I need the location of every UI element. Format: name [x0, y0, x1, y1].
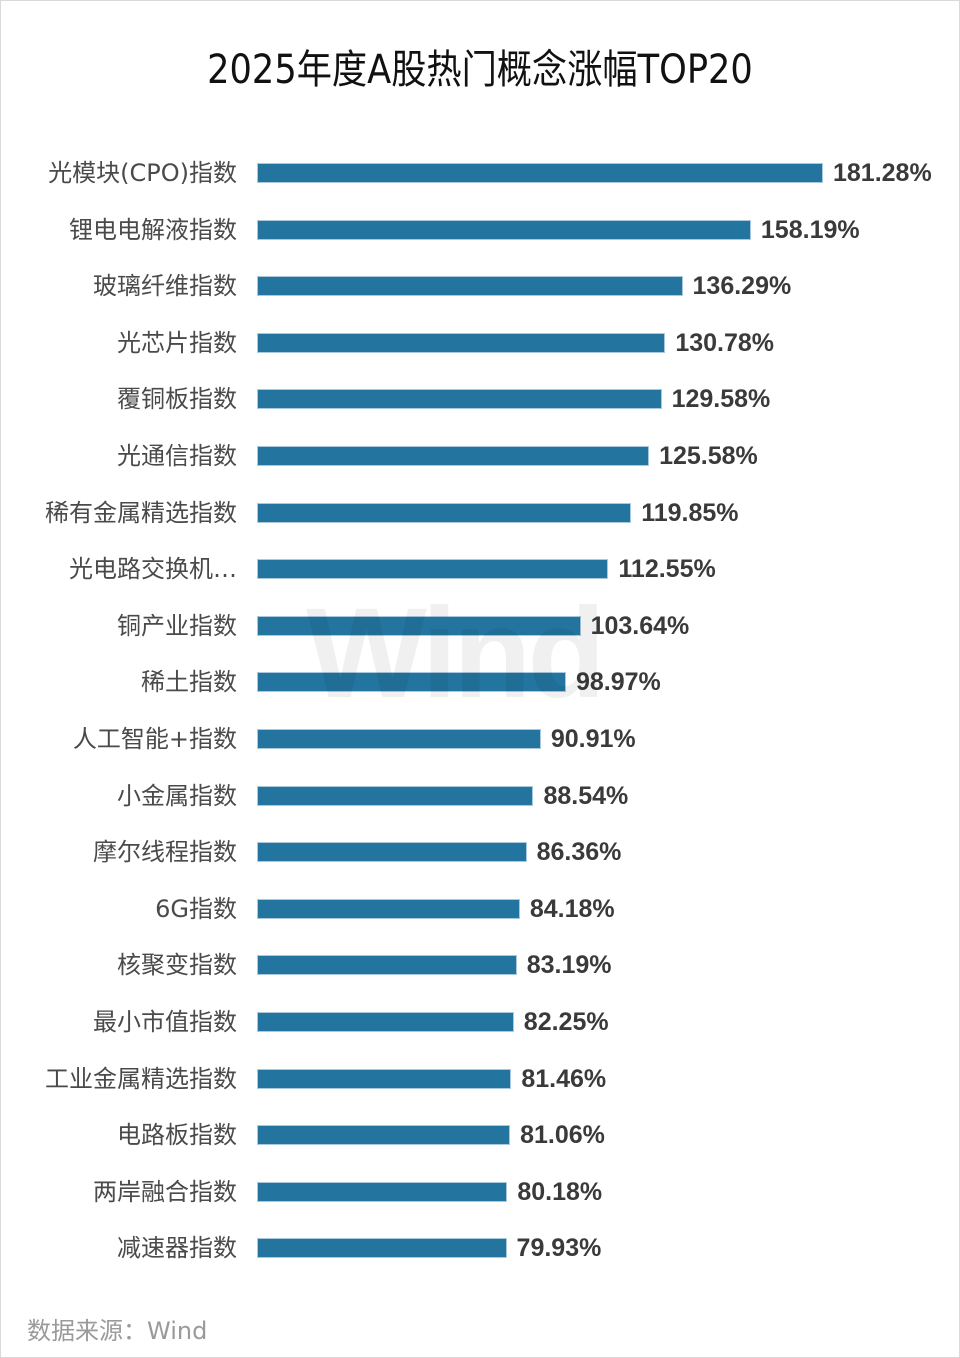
value-label: 136.29%: [692, 272, 792, 301]
bar: [257, 163, 823, 183]
category-label: 稀有金属精选指数: [45, 498, 237, 527]
category-label: 6G指数: [155, 894, 237, 923]
category-label: 电路板指数: [117, 1121, 237, 1150]
bar-row: 锂电电解液指数 158.19%: [1, 210, 960, 250]
bar: [257, 1238, 507, 1259]
bar-row: 核聚变指数 83.19%: [1, 945, 960, 985]
value-label: 81.06%: [520, 1121, 605, 1150]
bar-row: 稀土指数 98.97%: [1, 662, 960, 702]
bar-row: 光芯片指数 130.78%: [1, 323, 960, 363]
bar-chart: 光模块(CPO)指数 181.28% 锂电电解液指数 158.19% 玻璃纤维指数 136…: [1, 1, 960, 1301]
value-label: 158.19%: [760, 215, 860, 244]
category-label: 铜产业指数: [117, 611, 237, 640]
category-label: 最小市值指数: [93, 1008, 237, 1036]
category-label: 小金属指数: [117, 781, 237, 810]
category-label: 减速器指数: [117, 1234, 237, 1263]
bar-row: 稀有金属精选指数 119.85%: [1, 493, 960, 533]
bar-row: 小金属指数 88.54%: [1, 776, 960, 816]
category-label: 光电路交换机…: [69, 555, 237, 584]
value-label: 125.58%: [659, 442, 758, 470]
value-label: 90.91%: [550, 725, 636, 753]
value-label: 119.85%: [641, 498, 739, 527]
value-label: 82.25%: [523, 1008, 609, 1036]
bar-row: 摩尔线程指数 86.36%: [1, 832, 960, 872]
data-source-note: 数据来源：Wind: [27, 1317, 208, 1345]
value-label: 181.28%: [833, 159, 932, 187]
value-label: 103.64%: [590, 611, 690, 640]
value-label: 86.36%: [536, 838, 622, 867]
bar-row: 覆铜板指数 129.58%: [1, 379, 960, 419]
bar: [257, 615, 581, 636]
bar: [257, 276, 683, 297]
category-label: 玻璃纤维指数: [93, 272, 237, 301]
bar-row: 光通信指数 125.58%: [1, 436, 960, 476]
category-label: 摩尔线程指数: [93, 838, 237, 867]
value-label: 79.93%: [516, 1234, 602, 1263]
value-label: 83.19%: [526, 951, 612, 980]
bar: [257, 1125, 511, 1146]
category-label: 人工智能+指数: [72, 725, 237, 753]
bar: [257, 446, 650, 466]
bar: [257, 1181, 508, 1202]
bar: [257, 1012, 514, 1032]
category-label: 两岸融合指数: [93, 1177, 237, 1206]
value-label: 88.54%: [543, 781, 629, 810]
bar-row: 6G指数 84.18%: [1, 889, 960, 929]
bar-row: 玻璃纤维指数 136.29%: [1, 266, 960, 306]
bar: [257, 389, 662, 410]
bar-row: 铜产业指数 103.64%: [1, 606, 960, 646]
value-label: 81.46%: [521, 1064, 607, 1093]
bar-row: 最小市值指数 82.25%: [1, 1002, 960, 1042]
bar: [257, 672, 566, 693]
bar: [257, 729, 541, 749]
bar: [257, 898, 520, 919]
category-label: 锂电电解液指数: [69, 215, 237, 244]
category-label: 覆铜板指数: [117, 385, 237, 414]
bar-row: 工业金属精选指数 81.46%: [1, 1059, 960, 1099]
bar: [257, 332, 666, 353]
bar: [257, 842, 527, 863]
bar-row: 光电路交换机… 112.55%: [1, 549, 960, 589]
value-label: 98.97%: [576, 668, 661, 697]
bar: [257, 785, 534, 806]
category-label: 光模块(CPO)指数: [48, 159, 237, 187]
category-label: 光芯片指数: [117, 328, 237, 357]
bar-row: 两岸融合指数 80.18%: [1, 1172, 960, 1212]
category-label: 工业金属精选指数: [45, 1064, 237, 1093]
bar-row: 减速器指数 79.93%: [1, 1228, 960, 1268]
category-label: 光通信指数: [117, 442, 237, 470]
value-label: 84.18%: [529, 894, 615, 923]
value-label: 129.58%: [671, 385, 771, 414]
bar-row: 电路板指数 81.06%: [1, 1115, 960, 1155]
value-label: 112.55%: [618, 555, 716, 584]
bar: [257, 219, 751, 240]
category-label: 稀土指数: [141, 668, 237, 697]
value-label: 80.18%: [517, 1177, 603, 1206]
chart-title: 2025年度A股热门概念涨幅TOP20: [207, 47, 753, 93]
bar-row: 人工智能+指数 90.91%: [1, 719, 960, 759]
bar: [257, 502, 632, 523]
bar: [257, 1068, 512, 1089]
bar: [257, 955, 517, 976]
category-label: 核聚变指数: [117, 951, 237, 980]
value-label: 130.78%: [675, 328, 775, 357]
bar: [257, 559, 609, 580]
bar-row: 光模块(CPO)指数 181.28%: [1, 153, 960, 193]
